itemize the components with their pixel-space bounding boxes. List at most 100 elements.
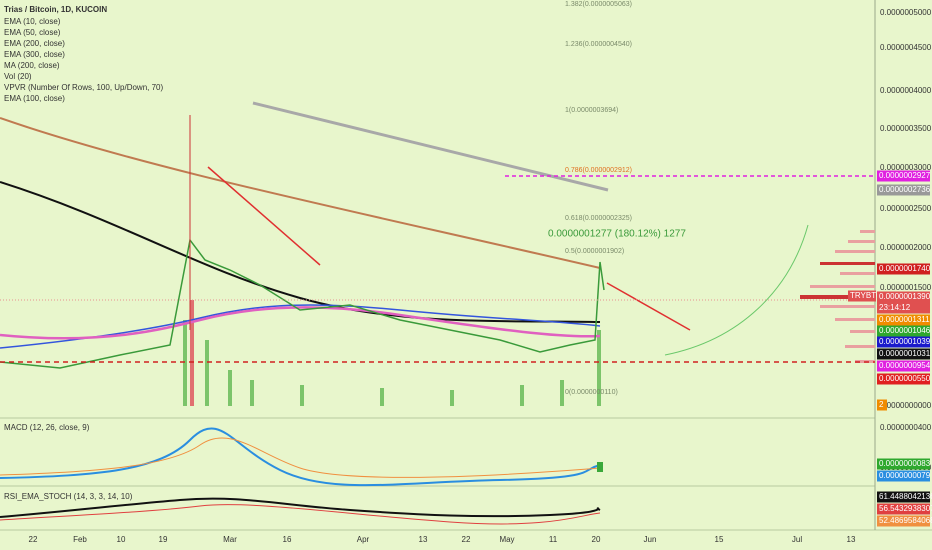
- x-axis-label: Jun: [644, 535, 657, 544]
- price-tag-label: 0.0000001390: [879, 292, 931, 301]
- price-line: [0, 238, 605, 369]
- price-tag-label: 0.0000001046: [879, 326, 931, 335]
- macd-axis-label: 0.0000000400: [880, 423, 932, 432]
- price-tag: 0.0000001039: [877, 336, 931, 348]
- x-axis-label: 22: [462, 535, 471, 544]
- price-tag-bg: [877, 360, 930, 372]
- macd-tag: 0.0000000079: [877, 470, 931, 482]
- price-tag: 0.0000000550: [877, 373, 931, 385]
- fib-label: 1.382(0.0000005063): [565, 1, 632, 8]
- price-tag: 0.0000002927: [877, 170, 931, 182]
- x-axis-label: 10: [117, 535, 126, 544]
- price-tag: 0.0000001031: [877, 348, 931, 360]
- fib-label: 0.786(0.0000002912): [565, 167, 632, 174]
- price-axis-label: 0.0000003000: [880, 163, 932, 172]
- indicator-legend: EMA (200, close): [4, 39, 65, 48]
- price-tag-bg: [877, 399, 887, 411]
- macd-tag-label: 0.0000000079: [879, 471, 931, 480]
- fib-label: 1.236(0.0000004540): [565, 41, 632, 48]
- x-axis-label: May: [499, 535, 514, 544]
- indicator-legend: VPVR (Number Of Rows, 100, Up/Down, 70): [4, 83, 164, 92]
- tag-bg: [877, 491, 930, 503]
- x-axis-label: 13: [847, 535, 856, 544]
- rsi-tag-label: 52.4869584068: [879, 516, 932, 525]
- tag-bg: [877, 503, 930, 515]
- x-axis-label: 13: [419, 535, 428, 544]
- price-tag-bg: [877, 348, 930, 360]
- ema-100: [0, 304, 601, 349]
- x-axis-label: 22: [29, 535, 38, 544]
- price-tag-label: 0.0000000550: [879, 374, 931, 383]
- price-tag: 0.0000001390: [877, 291, 931, 303]
- x-axis-label: Apr: [357, 535, 370, 544]
- price-tag: 0.0000000954: [877, 360, 931, 372]
- price-tag: 2: [877, 399, 887, 411]
- price-tag-bg: [877, 325, 930, 337]
- x-axis-label: 15: [715, 535, 724, 544]
- indicator-legend: EMA (50, close): [4, 28, 61, 37]
- price-tag-bg: [848, 290, 876, 302]
- x-axis-label: Jul: [792, 535, 802, 544]
- price-tag: 0.0000001311: [877, 314, 930, 326]
- pane-title: MACD (12, 26, close, 9): [4, 423, 90, 432]
- price-tag-bg: [877, 184, 930, 196]
- x-axis-label: Mar: [223, 535, 237, 544]
- fib-label: 0(0.0000000110): [565, 389, 618, 396]
- price-tag-label: TRYBTC: [850, 291, 882, 300]
- price-tag-label: 23:14:12: [879, 303, 911, 312]
- rsi-line: [0, 497, 601, 518]
- rsi-tag-label: 61.4488042136: [879, 492, 932, 501]
- price-tag: 0.0000001740: [877, 263, 931, 275]
- rsi-tag: 52.4869584068: [877, 515, 932, 527]
- indicator-legend: EMA (100, close): [4, 94, 65, 103]
- price-tag-bg: [877, 373, 930, 385]
- price-axis-label: 0.0000003500: [880, 124, 932, 133]
- price-axis-label: 0.0000004500: [880, 43, 932, 52]
- price-axis-label: 0.0000001500: [880, 283, 932, 292]
- ema-200: [0, 181, 601, 323]
- rsi-tag-label: 56.5432938307: [879, 504, 932, 513]
- price-tag: 0.0000001046: [877, 325, 931, 337]
- tag-bg: [877, 470, 930, 482]
- fib-label: 1(0.0000003694): [565, 107, 618, 114]
- indicator-legend: Vol (20): [4, 72, 32, 81]
- rsi-ema: [0, 504, 601, 525]
- x-axis-label: 11: [549, 535, 558, 544]
- tag-bg: [877, 458, 930, 470]
- price-tag-label: 0.0000001311: [879, 315, 930, 324]
- price-tag-label: 0.0000001039: [879, 337, 931, 346]
- macd-tag-label: 0.0000000083: [879, 459, 931, 468]
- x-axis-label: Feb: [73, 535, 87, 544]
- price-tag: 23:14:12: [877, 302, 930, 314]
- chart-title: Trias / Bitcoin, 1D, KUCOIN: [4, 5, 107, 14]
- rsi-tag: 56.5432938307: [877, 503, 932, 515]
- price-axis-label: 0.0000004000: [880, 86, 932, 95]
- price-tag-label: 0.0000001740: [879, 264, 931, 273]
- macd-tag: 0.0000000083: [877, 458, 931, 470]
- indicator-legend: EMA (300, close): [4, 50, 65, 59]
- price-tag-bg: [877, 314, 930, 326]
- arrow: [606, 282, 691, 331]
- arrow: [207, 166, 321, 266]
- volume-bars: [183, 300, 601, 406]
- price-axis-label: 0.0000002000: [880, 243, 932, 252]
- x-axis-label: 16: [283, 535, 292, 544]
- x-axis-label: 20: [592, 535, 601, 544]
- price-tag-label: 0.0000002736: [879, 185, 931, 194]
- price-axis-label: 0.0000000000: [880, 401, 932, 410]
- price-tag-label: 2: [879, 400, 884, 409]
- price-tag-bg: [877, 170, 930, 182]
- annotation: 0.0000001277 (180.12%) 1277: [548, 229, 686, 240]
- ema-300: [0, 117, 601, 269]
- x-axis-label: 19: [159, 535, 168, 544]
- indicator-legend: MA (200, close): [4, 61, 60, 70]
- histogram-bar: [597, 462, 603, 472]
- price-tag: TRYBTC: [848, 290, 882, 302]
- price-tag-label: 0.0000002927: [879, 171, 931, 180]
- fib-label: 0.5(0.0000001902): [565, 248, 624, 255]
- price-tag-bg: [877, 302, 930, 314]
- price-tag-bg: [877, 263, 930, 275]
- price-tag-bg: [877, 291, 930, 303]
